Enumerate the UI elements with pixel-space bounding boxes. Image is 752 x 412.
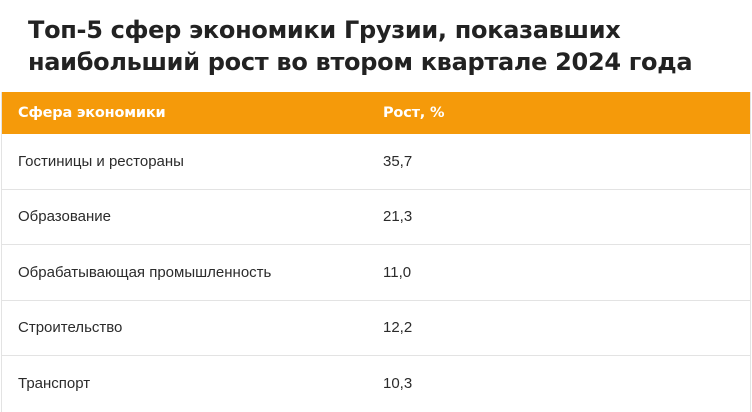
growth-cell: 21,3 [383,208,413,226]
growth-cell: 12,2 [383,319,413,337]
column-header-growth: Рост, % [383,105,445,121]
data-table: Сфера экономики Рост, % Гостиницы и рест… [1,92,751,412]
table-row: Образование 21,3 [2,190,750,245]
table-header-row: Сфера экономики Рост, % [2,92,750,134]
sector-cell: Транспорт [18,375,91,393]
growth-cell: 35,7 [383,152,413,170]
sector-cell: Строительство [18,319,123,337]
sector-cell: Гостиницы и рестораны [18,152,184,170]
table-row: Транспорт 10,3 [2,356,750,412]
table-row: Обрабатывающая промышленность 11,0 [2,245,750,301]
sector-cell: Образование [18,208,111,226]
growth-cell: 10,3 [383,375,413,393]
growth-cell: 11,0 [383,263,412,281]
sector-cell: Обрабатывающая промышленность [18,263,272,281]
table-row: Строительство 12,2 [2,301,750,356]
page-title: Топ-5 сфер экономики Грузии, показавших … [28,16,693,76]
table-row: Гостиницы и рестораны 35,7 [2,134,750,190]
column-header-sector: Сфера экономики [18,105,166,121]
